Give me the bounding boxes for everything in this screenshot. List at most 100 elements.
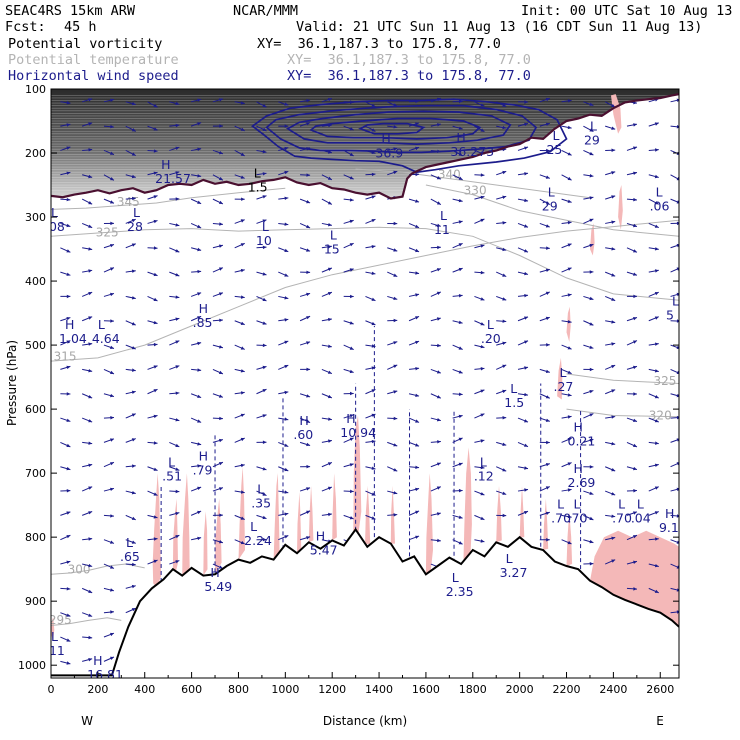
pv-shaded-region: [566, 306, 571, 342]
wind-vector-head: [371, 103, 376, 107]
wind-vector-head: [371, 297, 376, 301]
wind-vector-head: [676, 610, 679, 614]
wind-vector-head: [654, 201, 659, 205]
wind-vector-head: [327, 201, 332, 205]
extremum-value: 11: [434, 222, 450, 237]
wind-vector-head: [654, 316, 659, 320]
wind-vector-head: [175, 101, 180, 106]
field-pv-name: Potential vorticity: [8, 36, 163, 52]
wind-vector-head: [153, 195, 158, 199]
extremum-letter: H: [161, 157, 170, 172]
wind-vector-head: [654, 419, 659, 423]
wind-vector-head: [132, 464, 136, 468]
wind-vector-head: [110, 200, 114, 204]
wind-vector-head: [306, 487, 311, 491]
wind-vector-head: [153, 171, 158, 175]
wind-vector-head: [393, 443, 398, 447]
wind-vector-head: [415, 443, 420, 447]
wind-vector-head: [545, 224, 550, 228]
wind-vector-head: [110, 540, 114, 544]
wind-vector-head: [153, 441, 158, 445]
wind-vector-head: [458, 462, 463, 466]
wind-vector-head: [480, 345, 485, 349]
wind-vector-head: [589, 390, 594, 394]
wind-vector-head: [415, 199, 420, 203]
extremum-letter: L: [480, 455, 487, 470]
wind-vector-head: [437, 538, 441, 543]
wind-vector-head: [567, 220, 572, 225]
extremum-value: 16.81: [87, 667, 123, 682]
wind-vector-head: [524, 271, 529, 276]
wind-vector-head: [262, 537, 267, 542]
wind-vector-head: [66, 511, 71, 515]
wind-vector-head: [633, 466, 637, 471]
extremum-letter: L: [557, 496, 564, 511]
wind-vector-head: [611, 320, 616, 324]
wind-vector-head: [131, 128, 136, 132]
extremum-value: 9.1: [659, 520, 679, 535]
wind-vector-head: [131, 413, 136, 417]
wind-vector-head: [88, 563, 93, 568]
wind-vector-head: [219, 513, 223, 517]
wind-vector-head: [654, 395, 659, 399]
x-tick-label: 1000: [271, 683, 299, 696]
wind-vector-head: [633, 223, 637, 228]
wind-vector-head: [545, 122, 550, 126]
extremum-value: .08: [45, 219, 65, 234]
extremum-value: .60: [293, 427, 313, 442]
extremum-letter: H: [574, 420, 583, 435]
wind-vector-head: [219, 244, 223, 248]
wind-vector-head: [284, 443, 289, 447]
wind-vector-head: [502, 416, 507, 420]
wind-vector-head: [88, 635, 93, 640]
wind-vector-head: [589, 128, 594, 132]
wind-vector-head: [262, 440, 267, 444]
wind-vector-head: [502, 513, 507, 518]
wind-vector-head: [502, 319, 507, 323]
wind-vector-head: [284, 196, 289, 200]
wind-vector-head: [66, 317, 71, 321]
wind-vector-head: [284, 102, 289, 106]
pv-shaded-region: [618, 185, 623, 230]
wind-vector-head: [131, 438, 136, 442]
x-tick-label: 200: [87, 683, 108, 696]
extremum-letter: L: [574, 496, 581, 511]
wind-vector-head: [349, 176, 354, 180]
wind-vector-head: [240, 219, 245, 223]
wind-vector-head: [655, 342, 659, 346]
wind-vector-head: [611, 468, 616, 472]
wind-vector-head: [218, 462, 223, 466]
wind-vector-head: [676, 345, 679, 349]
wind-vector-head: [458, 220, 463, 224]
wind-vector-head: [131, 219, 136, 223]
wind-vector-head: [240, 413, 245, 417]
wind-vector-head: [415, 393, 420, 397]
wind-vector-head: [153, 127, 158, 131]
wind-vector-head: [458, 267, 463, 272]
wind-vector-head: [611, 195, 616, 199]
wind-vector-head: [415, 465, 420, 469]
wind-vector-head: [262, 272, 267, 276]
wind-vector-head: [676, 125, 679, 129]
wind-vector-head: [219, 345, 223, 349]
wind-vector-head: [480, 539, 485, 543]
wind-vector-head: [393, 513, 398, 517]
wind-vector-head: [349, 463, 354, 467]
wind-vector-head: [153, 297, 158, 301]
extremum-value: .11: [45, 643, 65, 658]
wind-vector-head: [654, 369, 659, 373]
wind-vector-head: [240, 268, 245, 273]
wind-vector-head: [110, 588, 114, 592]
wind-vector-head: [524, 488, 529, 492]
wind-vector-head: [415, 248, 420, 253]
extremum-value: 2.24: [244, 533, 272, 548]
wind-vector-head: [633, 317, 637, 321]
extremum-value: .85: [193, 315, 213, 330]
wind-vector-head: [284, 512, 289, 516]
wind-vector-head: [393, 416, 398, 421]
wind-vector-head: [153, 414, 158, 419]
wind-vector-head: [197, 442, 202, 446]
extremum-value: .27: [553, 379, 573, 394]
wind-vector-head: [219, 487, 223, 491]
extremum-letter: H: [665, 506, 674, 521]
